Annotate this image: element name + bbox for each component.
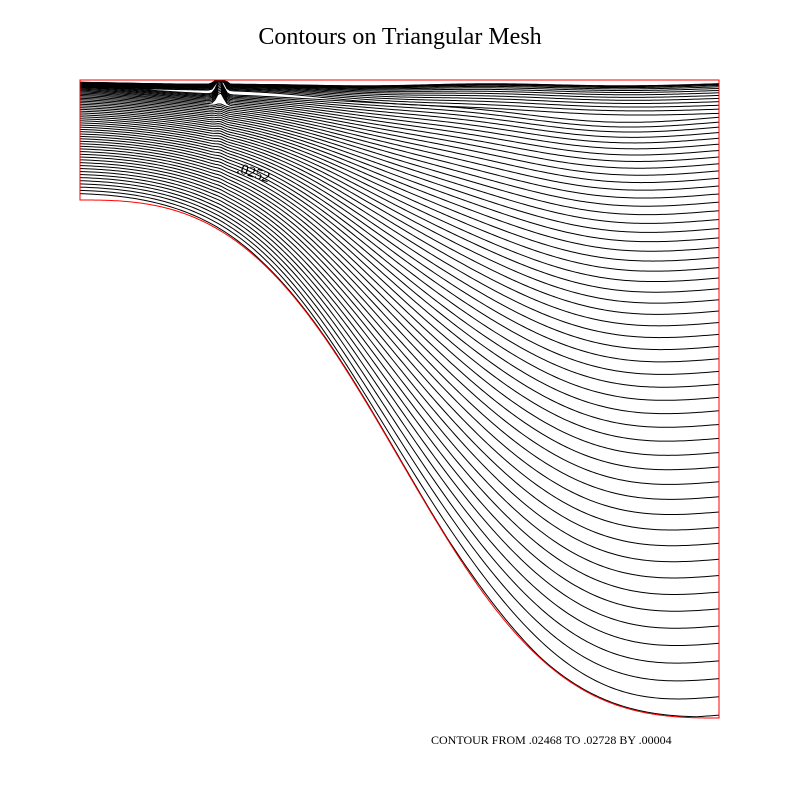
contour-line bbox=[79, 87, 720, 150]
contour-line bbox=[79, 128, 720, 363]
contour-line bbox=[79, 99, 720, 199]
contour-line bbox=[79, 165, 720, 563]
contour-line bbox=[79, 124, 720, 339]
contour-line bbox=[79, 153, 720, 500]
contour-line bbox=[79, 170, 720, 595]
contour-line bbox=[79, 135, 720, 401]
contour-line bbox=[79, 177, 720, 629]
contour-line bbox=[79, 131, 720, 375]
contour-range-caption: CONTOUR FROM .02468 TO .02728 BY .00004 bbox=[431, 733, 672, 747]
contour-line bbox=[79, 80, 720, 123]
contour-line bbox=[79, 122, 720, 327]
contour-line bbox=[79, 95, 720, 176]
contour-line bbox=[79, 156, 720, 516]
contour-line bbox=[79, 112, 720, 272]
contour-line bbox=[79, 102, 720, 216]
contour-line bbox=[79, 92, 720, 169]
contour-line bbox=[79, 148, 720, 471]
contour-line bbox=[79, 80, 720, 101]
contour-lines bbox=[79, 80, 720, 718]
contour-line bbox=[79, 85, 720, 144]
contour-line bbox=[79, 120, 720, 315]
contour-line bbox=[79, 116, 720, 293]
contour-line bbox=[79, 107, 720, 243]
contour-line bbox=[79, 162, 720, 547]
contour-line bbox=[79, 151, 720, 485]
contour-line bbox=[79, 105, 720, 233]
contour-line bbox=[79, 118, 720, 304]
plot-title: Contours on Triangular Mesh bbox=[258, 24, 542, 50]
contour-line bbox=[79, 81, 720, 128]
contour-line bbox=[79, 82, 720, 133]
contour-line bbox=[79, 180, 720, 647]
contour-line bbox=[79, 100, 720, 207]
contour-line bbox=[79, 189, 720, 700]
contour-line bbox=[79, 80, 720, 96]
contour-line bbox=[79, 80, 720, 98]
contour-line bbox=[79, 90, 720, 162]
contour-line bbox=[79, 89, 720, 156]
contour-line bbox=[79, 183, 720, 664]
contour-line bbox=[79, 174, 720, 612]
contour-line bbox=[79, 138, 720, 415]
contour-line bbox=[79, 143, 720, 442]
contour-line bbox=[79, 167, 720, 579]
contour-line bbox=[79, 126, 720, 351]
contour-line bbox=[79, 80, 720, 112]
contour-line bbox=[79, 145, 720, 456]
contour-line bbox=[79, 80, 720, 108]
contour-line bbox=[79, 108, 720, 252]
contour-line bbox=[79, 84, 720, 138]
contour-line bbox=[79, 80, 720, 105]
contour-line bbox=[79, 193, 720, 718]
contour-line bbox=[79, 159, 720, 531]
contour-line bbox=[79, 133, 720, 388]
mesh-boundary bbox=[79, 79, 720, 719]
contour-line bbox=[79, 97, 720, 191]
contour-line bbox=[79, 103, 720, 224]
contour-line bbox=[79, 140, 720, 428]
contour-line bbox=[79, 110, 720, 262]
contour-line bbox=[79, 114, 720, 283]
contour-line bbox=[79, 96, 720, 184]
contour-line bbox=[79, 186, 720, 682]
